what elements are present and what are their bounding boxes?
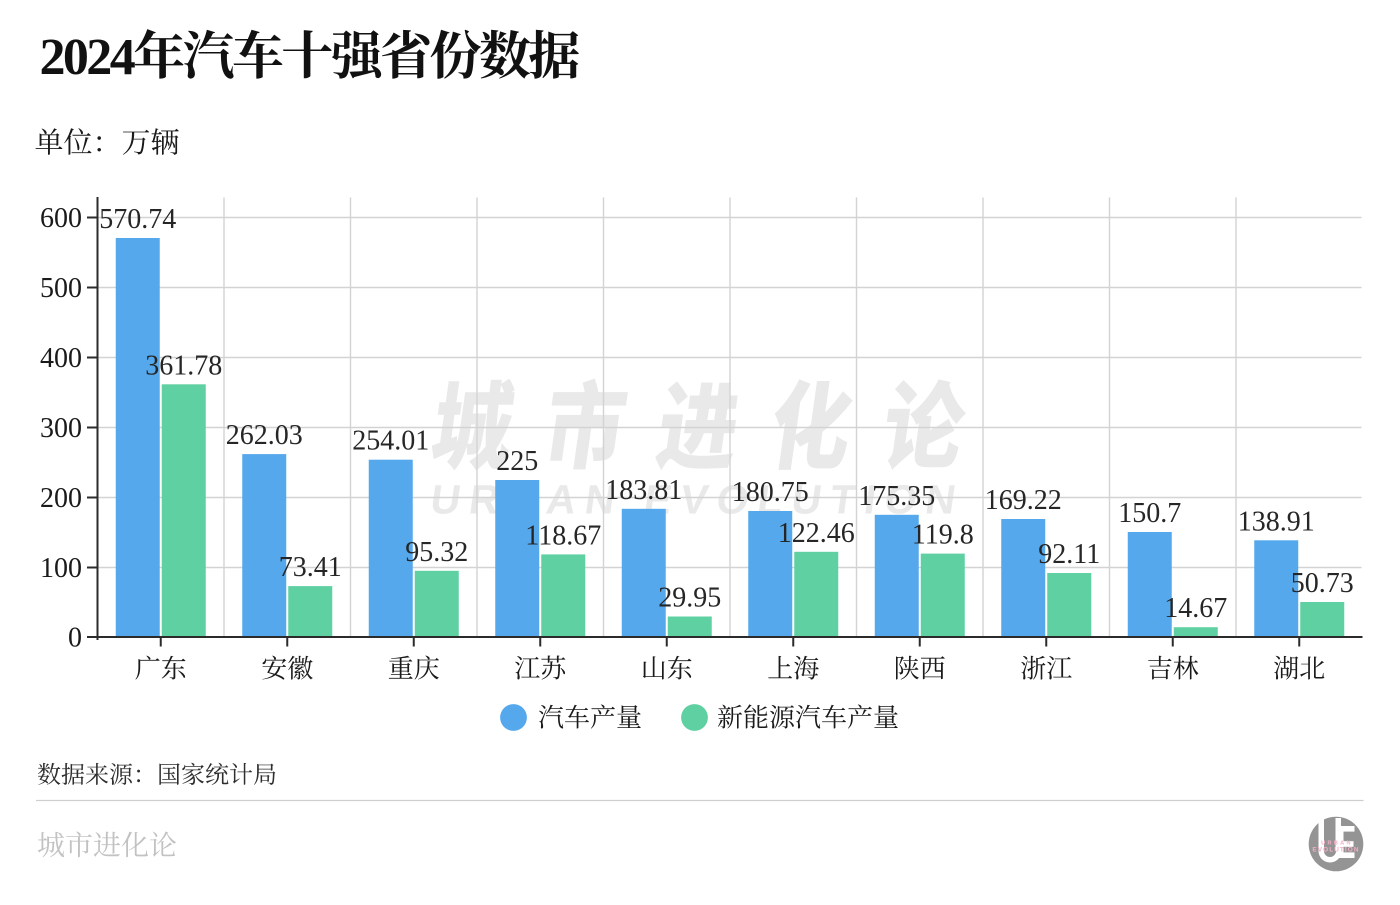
svg-text:100: 100 — [40, 553, 82, 584]
svg-text:600: 600 — [40, 203, 82, 234]
svg-text:200: 200 — [40, 483, 82, 514]
svg-text:300: 300 — [40, 413, 82, 444]
svg-text:14.67: 14.67 — [1164, 593, 1227, 624]
svg-text:169.22: 169.22 — [985, 485, 1062, 516]
svg-text:180.75: 180.75 — [732, 477, 809, 508]
svg-text:150.7: 150.7 — [1118, 498, 1181, 529]
svg-text:EVOLUTION: EVOLUTION — [1312, 847, 1359, 854]
svg-text:29.95: 29.95 — [658, 583, 721, 614]
svg-text:0: 0 — [68, 623, 82, 654]
svg-text:73.41: 73.41 — [279, 552, 342, 583]
svg-text:175.35: 175.35 — [858, 481, 935, 512]
svg-text:361.78: 361.78 — [145, 350, 222, 381]
svg-text:2024: 2024 — [40, 29, 136, 86]
svg-text:119.8: 119.8 — [912, 520, 974, 551]
svg-text:URBAN: URBAN — [1321, 840, 1353, 846]
svg-text:122.46: 122.46 — [778, 518, 855, 549]
svg-text:92.11: 92.11 — [1038, 539, 1100, 570]
svg-text:95.32: 95.32 — [405, 537, 468, 568]
svg-text:400: 400 — [40, 343, 82, 374]
svg-text:262.03: 262.03 — [226, 420, 303, 451]
svg-text:254.01: 254.01 — [352, 426, 429, 457]
svg-text:183.81: 183.81 — [605, 475, 682, 506]
svg-text:50.73: 50.73 — [1291, 568, 1354, 599]
svg-text:570.74: 570.74 — [99, 204, 176, 235]
svg-text:500: 500 — [40, 273, 82, 304]
svg-text:225: 225 — [496, 446, 538, 477]
svg-text:118.67: 118.67 — [525, 520, 601, 551]
svg-text:138.91: 138.91 — [1238, 506, 1315, 537]
